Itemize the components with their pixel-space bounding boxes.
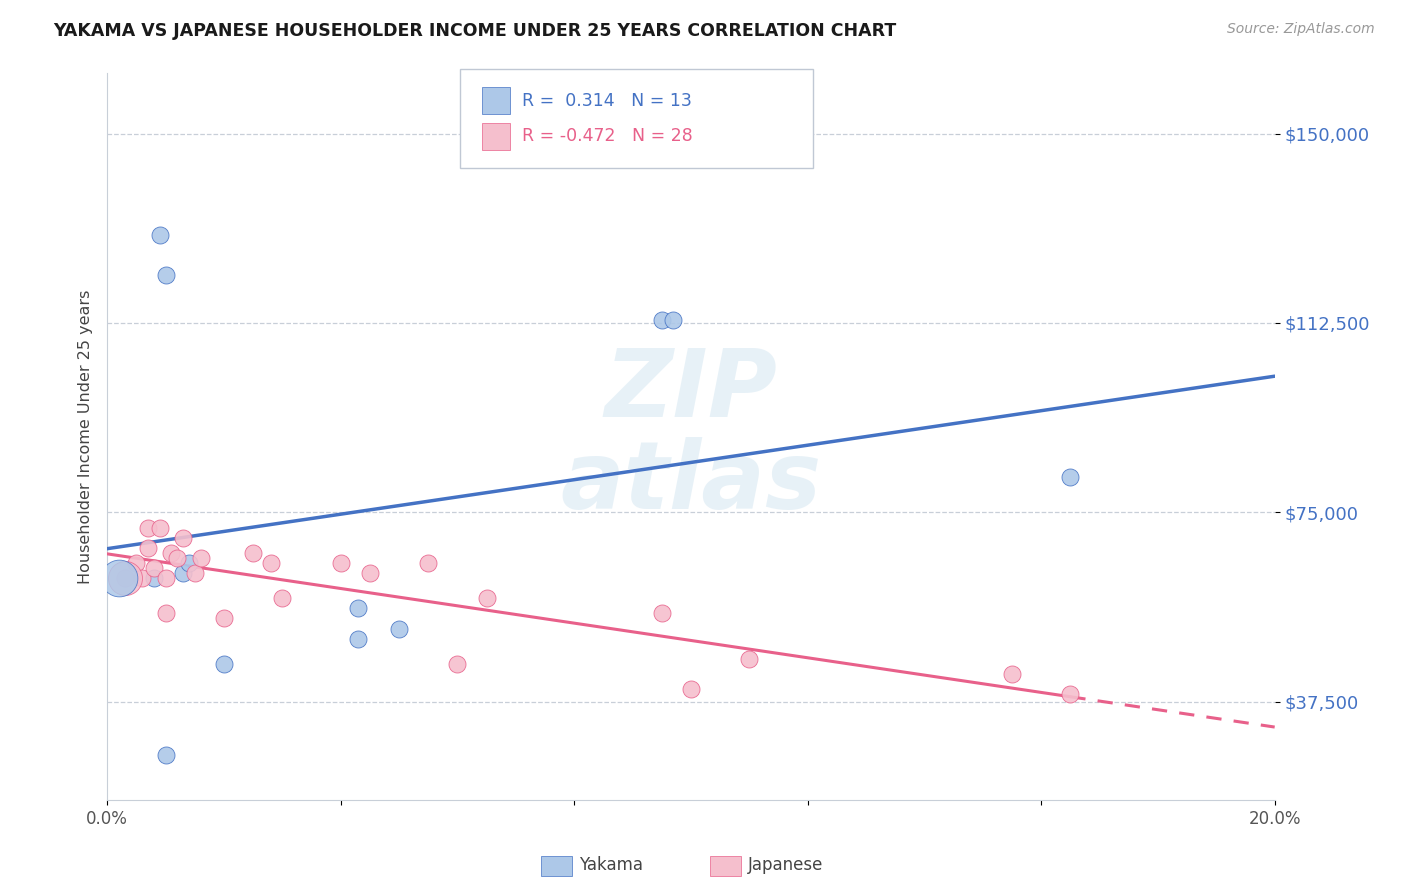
Point: [651, 607, 673, 621]
Point: [242, 546, 264, 560]
Point: [183, 566, 205, 580]
Text: Japanese: Japanese: [748, 856, 824, 874]
Point: [114, 571, 136, 585]
Point: [131, 571, 153, 585]
Text: Source: ZipAtlas.com: Source: ZipAtlas.com: [1227, 22, 1375, 37]
Point: [108, 571, 131, 585]
Point: [347, 632, 370, 646]
Point: [142, 571, 165, 585]
Point: [679, 682, 702, 697]
Point: [149, 520, 172, 534]
Text: ZIP: ZIP: [605, 344, 778, 436]
Text: YAKAMA VS JAPANESE HOUSEHOLDER INCOME UNDER 25 YEARS CORRELATION CHART: YAKAMA VS JAPANESE HOUSEHOLDER INCOME UN…: [53, 22, 897, 40]
Point: [651, 313, 673, 327]
Point: [172, 531, 194, 545]
Point: [1059, 687, 1081, 701]
Point: [418, 556, 440, 570]
Point: [329, 556, 352, 570]
Text: R = -0.472   N = 28: R = -0.472 N = 28: [522, 128, 692, 145]
Text: atlas: atlas: [561, 436, 821, 529]
Point: [155, 571, 177, 585]
Point: [149, 227, 172, 242]
Point: [160, 546, 183, 560]
Point: [114, 571, 136, 585]
Point: [271, 591, 294, 606]
Point: [136, 520, 159, 534]
Point: [142, 561, 165, 575]
Point: [136, 541, 159, 555]
Point: [155, 607, 177, 621]
Text: Yakama: Yakama: [579, 856, 644, 874]
Point: [172, 566, 194, 580]
Point: [212, 611, 235, 625]
Point: [347, 601, 370, 615]
Point: [177, 556, 200, 570]
Point: [212, 657, 235, 671]
Point: [475, 591, 498, 606]
Point: [662, 313, 685, 327]
Point: [738, 652, 761, 666]
Y-axis label: Householder Income Under 25 years: Householder Income Under 25 years: [79, 289, 93, 583]
Point: [1059, 470, 1081, 484]
Point: [155, 268, 177, 282]
Point: [155, 747, 177, 762]
Point: [190, 550, 212, 565]
Point: [125, 556, 148, 570]
Point: [1001, 667, 1024, 681]
Point: [446, 657, 468, 671]
Point: [259, 556, 281, 570]
Point: [388, 622, 411, 636]
Text: R =  0.314   N = 13: R = 0.314 N = 13: [522, 92, 692, 110]
Point: [359, 566, 381, 580]
Point: [166, 550, 188, 565]
